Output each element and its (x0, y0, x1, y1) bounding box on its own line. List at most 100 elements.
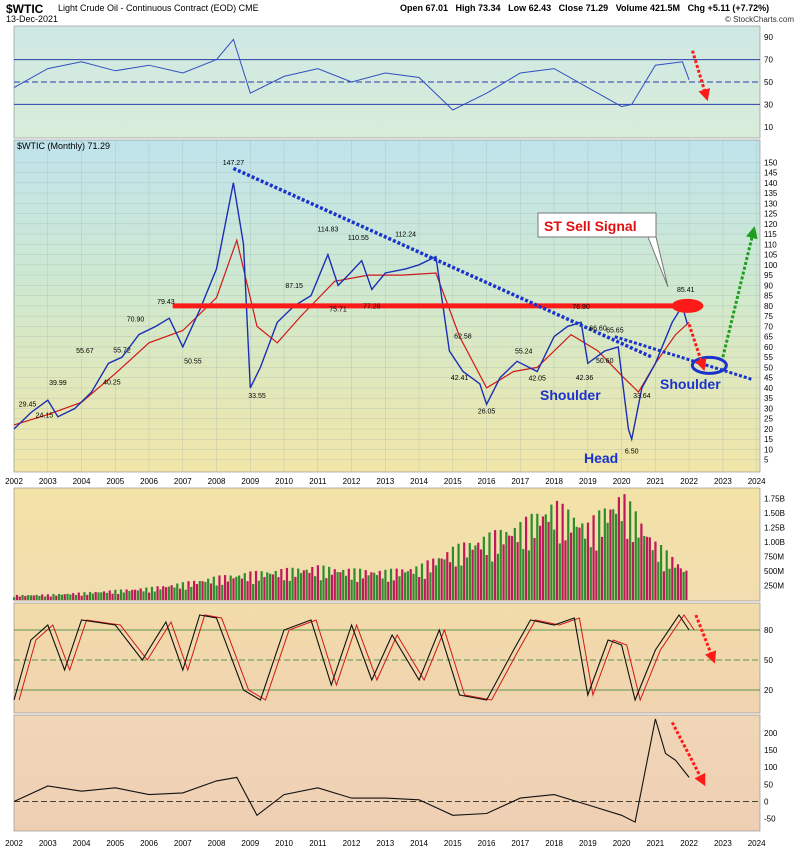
volume-bar (553, 529, 556, 600)
volume-bar (524, 516, 528, 600)
volume-bar (212, 576, 215, 600)
price-x-tick-label: 2007 (174, 477, 192, 486)
volume-bar (249, 571, 252, 600)
volume-bar (358, 568, 362, 600)
price-annotation-label: 42.05 (528, 376, 546, 383)
volume-bar (63, 594, 66, 600)
volume-bar (38, 595, 41, 600)
price-annotation-label: 40.25 (103, 379, 121, 386)
rsi-tick-label: 30 (764, 100, 773, 109)
volume-bar (311, 567, 314, 600)
price-x-tick-label: 2024 (748, 477, 766, 486)
volume-bar (460, 565, 463, 600)
price-x-tick-label: 2019 (579, 477, 597, 486)
volume-bar (176, 583, 179, 600)
bottom-x-tick-label: 2019 (579, 839, 597, 848)
volume-bar (389, 568, 393, 600)
volume-bar (190, 586, 193, 600)
volume-bar (266, 572, 269, 600)
volume-bar (313, 576, 317, 600)
price-annotation-label: 55.67 (76, 348, 94, 355)
volume-bar (339, 572, 342, 600)
volume-bar (221, 584, 224, 600)
volume-bar (620, 521, 623, 600)
volume-bar (299, 573, 303, 600)
price-annotation-label: 33.55 (248, 393, 266, 400)
volume-bar (406, 571, 410, 600)
volume-bar (674, 567, 677, 600)
price-tick-label: 70 (764, 322, 773, 331)
volume-bar (451, 546, 455, 600)
volume-bar (83, 592, 86, 600)
stochastic-tick-label: 20 (764, 686, 773, 695)
price-annotation-label: 55.24 (515, 349, 533, 356)
sell-signal-label: ST Sell Signal (544, 218, 637, 234)
price-annotation-label: 26.05 (478, 409, 496, 416)
volume-bar (187, 581, 190, 600)
price-annotation-label: 50.55 (184, 358, 202, 365)
price-series-label: $WTIC (Monthly) 71.29 (17, 141, 110, 151)
price-tick-label: 60 (764, 343, 773, 352)
roc-tick-label: -50 (764, 815, 776, 824)
volume-bar (482, 536, 485, 600)
price-tick-label: 95 (764, 271, 773, 280)
volume-bar (111, 593, 114, 600)
volume-bar (508, 535, 511, 600)
volume-bar (66, 593, 69, 600)
volume-bar (243, 573, 246, 600)
volume-bar (676, 564, 680, 600)
chart-date: 13-Dec-2021 (6, 14, 59, 24)
price-tick-label: 110 (764, 240, 777, 249)
volume-bar (516, 542, 519, 600)
volume-bar (471, 549, 474, 600)
volume-bar (564, 540, 567, 600)
volume-bar (117, 594, 120, 600)
price-tick-label: 20 (764, 425, 773, 434)
volume-bar (657, 561, 660, 600)
volume-bar (578, 527, 581, 600)
volume-bar (682, 571, 685, 600)
volume-bar (361, 578, 365, 600)
volume-bar (86, 594, 89, 600)
price-x-tick-label: 2011 (309, 477, 327, 486)
price-annotation-label: 42.36 (576, 375, 594, 382)
price-tick-label: 80 (764, 302, 773, 311)
high-value: High 73.34 (455, 3, 501, 13)
rsi-tick-label: 70 (764, 56, 773, 65)
volume-bar (513, 527, 516, 600)
volume-bar (527, 550, 530, 600)
volume-bar (479, 549, 483, 600)
volume-bar (184, 589, 187, 600)
volume-value: Volume 421.5M (615, 3, 681, 13)
roc-tick-label: 50 (764, 780, 773, 789)
price-annotation-label: 75.71 (329, 307, 347, 314)
volume-bar (634, 511, 637, 600)
volume-bar (533, 538, 536, 600)
price-x-tick-label: 2003 (39, 477, 57, 486)
rsi-tick-label: 50 (764, 78, 773, 87)
volume-bar (561, 503, 564, 600)
volume-bar (226, 581, 229, 600)
volume-bar (153, 591, 156, 600)
bottom-x-tick-label: 2006 (140, 839, 158, 848)
volume-bar (252, 584, 255, 600)
price-annotation-label: 33.64 (633, 393, 651, 400)
price-x-tick-label: 2021 (646, 477, 664, 486)
price-x-tick-label: 2016 (478, 477, 496, 486)
volume-bar (384, 569, 387, 600)
volume-tick-label: 500M (764, 567, 784, 576)
stochastic-tick-label: 80 (764, 626, 773, 635)
volume-bar (97, 592, 100, 600)
volume-bar (364, 570, 367, 600)
bottom-x-tick-label: 2022 (680, 839, 698, 848)
volume-bar (449, 562, 452, 600)
volume-bar (367, 575, 370, 600)
volume-bar (136, 590, 139, 600)
volume-bar (378, 570, 381, 600)
volume-bar (499, 529, 502, 600)
volume-bar (668, 568, 671, 600)
price-x-tick-label: 2008 (208, 477, 226, 486)
volume-bar (125, 589, 128, 600)
volume-bar (302, 570, 305, 600)
volume-bar (440, 558, 443, 600)
